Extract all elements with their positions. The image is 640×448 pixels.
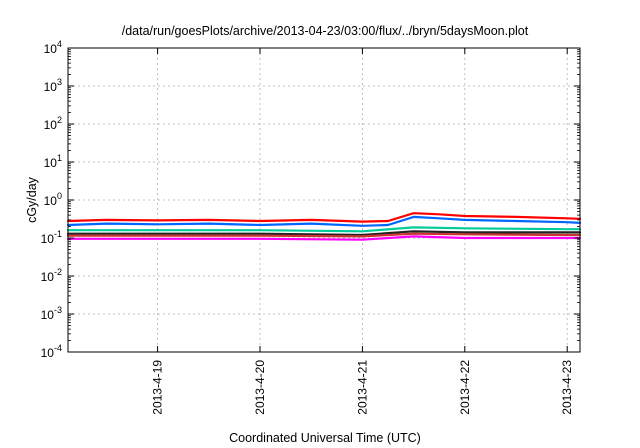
series-group <box>66 212 582 241</box>
y-tick-label: 103 <box>44 77 62 94</box>
y-tick-label: 10-1 <box>41 229 62 246</box>
series-line-2 <box>66 215 582 227</box>
series-line-4 <box>66 230 582 237</box>
ticks <box>68 47 580 353</box>
y-tick-label: 100 <box>44 191 62 208</box>
x-tick-label: 2013-4-19 <box>151 360 165 415</box>
series-line-5 <box>66 232 582 238</box>
x-axis-label: Coordinated Universal Time (UTC) <box>229 431 421 445</box>
y-tick-label: 10-4 <box>41 343 62 360</box>
series-line-3 <box>66 226 582 233</box>
y-tick-label: 10-3 <box>41 305 62 322</box>
y-tick-label: 102 <box>44 115 62 132</box>
grid <box>68 48 580 352</box>
y-tick-labels: 104 103 102 101 100 10-1 10-2 10-3 10-4 <box>41 39 62 360</box>
x-tick-labels: 2013-4-19 2013-4-20 2013-4-21 2013-4-22 2013… <box>151 360 575 415</box>
y-axis-label: cGy/day <box>25 176 39 223</box>
y-tick-label: 104 <box>44 39 62 56</box>
y-tick-label: 101 <box>44 153 62 170</box>
x-tick-label: 2013-4-22 <box>458 360 472 415</box>
chart-title: /data/run/goesPlots/archive/2013-04-23/0… <box>122 24 529 38</box>
y-tick-label: 10-2 <box>41 267 62 284</box>
x-tick-label: 2013-4-21 <box>355 360 369 415</box>
series-line-6 <box>66 235 582 241</box>
series-line-1 <box>66 212 582 223</box>
x-tick-label: 2013-4-20 <box>253 360 267 415</box>
x-tick-label: 2013-4-23 <box>560 360 574 415</box>
